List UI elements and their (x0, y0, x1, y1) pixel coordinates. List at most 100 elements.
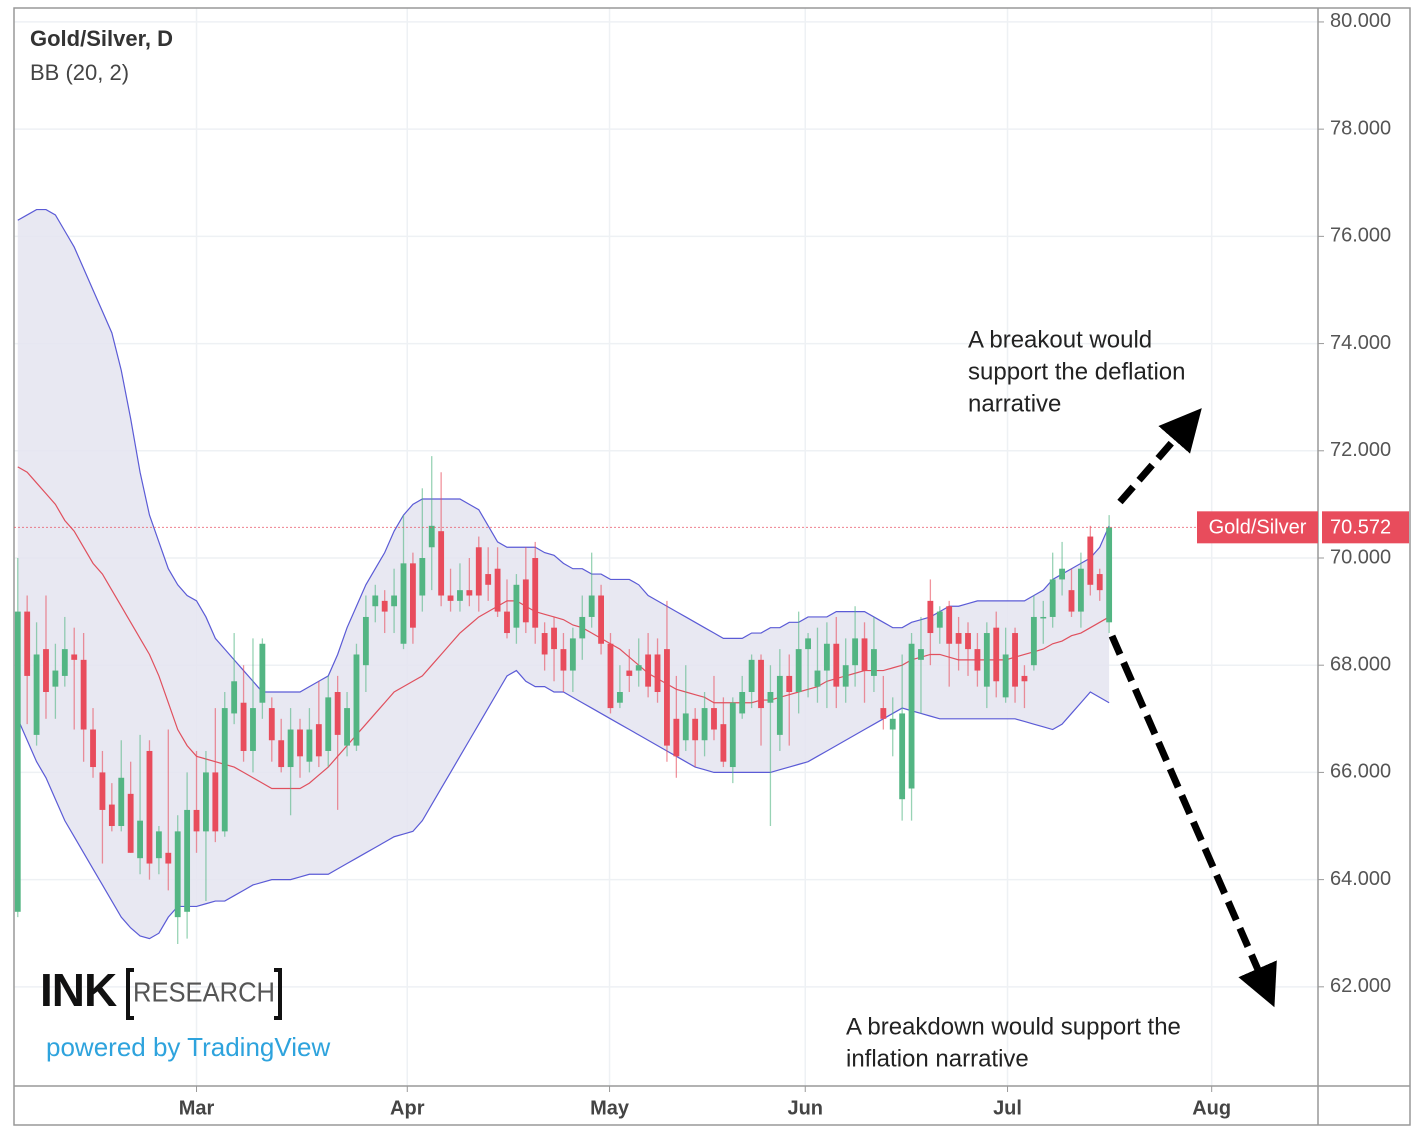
candle-body (193, 809, 200, 832)
candle-body (504, 611, 510, 634)
candle-body (871, 649, 877, 676)
candle-body (626, 670, 633, 676)
candle-body (541, 633, 548, 655)
candle-body (1106, 527, 1113, 623)
candle-body (758, 659, 764, 709)
candle-body (852, 638, 859, 666)
candle-body (146, 750, 153, 864)
candle-body (974, 649, 981, 671)
candle-body (184, 809, 191, 912)
x-tick-label: Mar (179, 1097, 215, 1119)
y-tick-label: 80.000 (1330, 10, 1391, 32)
candle-body (494, 568, 501, 612)
y-tick-label: 70.000 (1330, 546, 1391, 568)
candle-body (334, 692, 341, 735)
candle-body (127, 793, 134, 853)
candle-body (842, 665, 849, 687)
candle-body (692, 718, 699, 741)
candle-body (203, 772, 209, 832)
y-tick-label: 78.000 (1330, 117, 1391, 139)
x-tick-label: Aug (1192, 1097, 1231, 1119)
candle-body (720, 724, 727, 762)
y-tick-label: 68.000 (1330, 653, 1391, 675)
candle-body (315, 724, 322, 757)
last-price-bg (1322, 511, 1409, 544)
x-tick-label: May (590, 1097, 630, 1119)
candle-body (43, 649, 49, 693)
candle-body (776, 675, 783, 735)
candle-body (24, 611, 31, 676)
series-label: Gold/Silver (1209, 517, 1307, 539)
candle-body (908, 643, 915, 789)
logo-brand: INK (40, 964, 117, 1016)
candle-body (1030, 616, 1037, 666)
y-tick-label: 72.000 (1330, 439, 1391, 461)
candle-body (1049, 579, 1056, 617)
candle-body (1021, 675, 1028, 682)
candle-body (955, 633, 962, 644)
candle-body (729, 702, 736, 768)
candle-body (80, 659, 87, 730)
candle-body (108, 804, 115, 827)
candle-body (1087, 536, 1094, 585)
candle-body (475, 547, 482, 596)
band-upper (17, 208, 1110, 693)
candle-body (983, 633, 990, 687)
candle-body (1059, 568, 1066, 580)
candle-body (993, 627, 1000, 682)
candle-body (118, 777, 125, 827)
candle-body (1068, 590, 1075, 612)
candle-body (485, 574, 492, 585)
logo: INK RESEARCH powered by TradingView (40, 964, 330, 1062)
y-tick-label: 76.000 (1330, 225, 1391, 247)
candle-body (946, 606, 953, 644)
candle-body (71, 654, 78, 660)
candle-body (635, 665, 642, 671)
candle-body (927, 600, 934, 634)
logo-brackets (126, 968, 282, 1020)
candle-body (579, 616, 586, 639)
annotation: support the deflation (968, 358, 1186, 385)
annotation: A breakout would (968, 326, 1152, 353)
candle-body (409, 563, 416, 628)
candle-body (165, 852, 172, 864)
candle-body (616, 692, 623, 703)
candle-body (833, 643, 840, 687)
last-price-label: 70.572 (1330, 517, 1391, 539)
candle-body (795, 649, 802, 693)
candle-body (457, 590, 463, 601)
candle-body (965, 633, 971, 650)
candle-body (814, 670, 821, 687)
y-tick-label: 74.000 (1330, 332, 1391, 354)
candle-body (306, 729, 313, 762)
candle-body (551, 627, 557, 650)
candle-body (569, 638, 576, 671)
candle-body (240, 702, 247, 751)
candle-body (362, 616, 369, 666)
x-tick-label: Jun (787, 1097, 823, 1119)
candle-body (936, 611, 943, 628)
candle-body (588, 595, 595, 617)
y-tick-label: 64.000 (1330, 868, 1391, 890)
candle-body (739, 692, 746, 714)
credit: powered by TradingView (46, 1032, 330, 1062)
annotation: inflation narrative (846, 1045, 1029, 1072)
candle-body (701, 708, 708, 741)
candle-body (1077, 568, 1084, 612)
logo-sub: RESEARCH (133, 976, 275, 1007)
candle-body (1040, 616, 1047, 619)
candle-body (711, 708, 717, 730)
candle-body (513, 584, 520, 628)
x-tick-label: Jul (993, 1097, 1022, 1119)
candle-body (372, 595, 379, 607)
candle-body (297, 729, 303, 757)
candle-body (353, 654, 360, 746)
candle-body (287, 729, 294, 768)
candle-body (278, 740, 285, 768)
band-middle (17, 466, 1110, 790)
candle-body (250, 708, 256, 751)
candle-body (99, 772, 106, 810)
candle-body (1096, 574, 1103, 591)
annotation: A breakdown would support the (846, 1013, 1181, 1040)
